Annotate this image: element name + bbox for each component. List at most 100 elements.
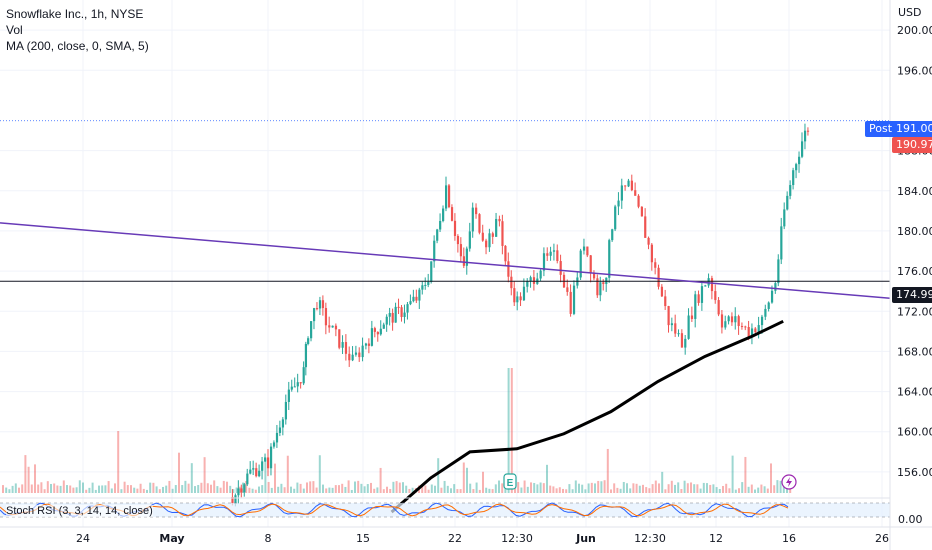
volume-bar bbox=[123, 481, 126, 493]
volume-bar bbox=[472, 489, 475, 493]
candle-body bbox=[237, 488, 240, 496]
candle-body bbox=[717, 300, 720, 315]
y-tick-label: 184.00 bbox=[897, 185, 932, 198]
candle-body bbox=[586, 246, 589, 256]
volume-bar bbox=[680, 489, 683, 493]
volume-bar bbox=[642, 484, 644, 493]
candle-body bbox=[647, 237, 650, 245]
volume-bar bbox=[373, 488, 376, 493]
candle-body bbox=[786, 195, 789, 210]
candle-body bbox=[546, 253, 549, 256]
volume-bar bbox=[571, 489, 574, 493]
volume-bar bbox=[341, 483, 344, 493]
volume-bar bbox=[155, 486, 158, 493]
candle-body bbox=[657, 267, 660, 287]
candle-body bbox=[231, 497, 234, 504]
volume-bar bbox=[565, 489, 568, 493]
volume-bar bbox=[450, 488, 452, 493]
candle-body bbox=[640, 206, 643, 217]
candle-body bbox=[367, 343, 371, 346]
volume-bar bbox=[181, 485, 184, 493]
volume-bar bbox=[562, 488, 564, 493]
candle-body bbox=[795, 164, 798, 171]
volume-bar bbox=[664, 489, 667, 493]
candle-body bbox=[415, 296, 418, 301]
volume-bar bbox=[328, 487, 331, 493]
stoch-rsi-legend[interactable]: Stoch RSI (3, 3, 14, 14, close) bbox=[6, 505, 153, 517]
legend-vol[interactable]: Vol bbox=[6, 23, 23, 37]
volume-bar bbox=[734, 489, 737, 493]
volume-bar bbox=[590, 482, 593, 493]
volume-bar bbox=[238, 486, 241, 493]
volume-bar bbox=[258, 486, 260, 493]
candle-body bbox=[674, 323, 677, 334]
candle-body bbox=[697, 294, 700, 303]
volume-bar bbox=[478, 489, 481, 493]
volume-bar bbox=[315, 487, 318, 493]
volume-bar bbox=[200, 482, 203, 493]
volume-bar bbox=[718, 489, 721, 493]
overlay-lines: E bbox=[0, 120, 891, 514]
candle-body bbox=[798, 156, 801, 165]
volume-bar bbox=[779, 480, 782, 493]
candle-body bbox=[364, 343, 368, 346]
candle-body bbox=[491, 233, 494, 237]
volume-bar bbox=[712, 484, 715, 493]
volume-bar bbox=[411, 487, 414, 493]
candle-body bbox=[720, 314, 724, 328]
volume-bar bbox=[485, 487, 488, 493]
candle-body bbox=[687, 315, 690, 339]
candle-body bbox=[734, 316, 737, 323]
candle-body bbox=[272, 442, 276, 447]
legend-ma[interactable]: MA (200, close, 0, SMA, 5) bbox=[6, 39, 149, 53]
x-tick-label: 12 bbox=[709, 532, 723, 545]
volume-bar bbox=[222, 480, 225, 493]
volume-bar bbox=[405, 485, 408, 493]
candle-body bbox=[424, 284, 427, 286]
candle-body bbox=[764, 308, 767, 317]
volume-bar bbox=[174, 485, 177, 493]
volume-bar bbox=[658, 483, 660, 493]
candle-body bbox=[690, 315, 694, 319]
volume-bar bbox=[437, 458, 440, 493]
volume-bar bbox=[270, 487, 273, 493]
y-tick-label: 164.00 bbox=[897, 386, 932, 399]
volume-bar bbox=[533, 482, 536, 493]
volume-bar bbox=[264, 458, 267, 493]
candle-body bbox=[599, 282, 602, 296]
currency-label: USD bbox=[898, 6, 922, 19]
volume-bar bbox=[610, 489, 612, 493]
volume-bar bbox=[674, 484, 676, 493]
candle-body bbox=[677, 333, 680, 335]
volume-bar bbox=[757, 487, 760, 493]
y-tick-label: 156.00 bbox=[897, 466, 932, 479]
volume-bar bbox=[309, 481, 312, 493]
lightning-icon bbox=[786, 477, 792, 487]
candle-body bbox=[614, 206, 617, 230]
candle-body bbox=[684, 338, 687, 348]
volume-bar bbox=[584, 489, 587, 493]
candle-body bbox=[243, 484, 246, 493]
volume-bar bbox=[578, 483, 580, 493]
candle-body bbox=[341, 342, 344, 348]
volume-bar bbox=[670, 480, 673, 493]
volume-bar bbox=[629, 488, 632, 493]
volume-bar bbox=[338, 485, 340, 493]
candle-body bbox=[264, 457, 267, 462]
candle-body bbox=[757, 325, 760, 333]
volume-bar bbox=[43, 489, 46, 493]
candle-body bbox=[442, 208, 445, 222]
candle-body bbox=[700, 286, 704, 303]
candle-body bbox=[680, 333, 684, 348]
volume-bar bbox=[530, 482, 532, 493]
legend-symbol[interactable]: Snowflake Inc., 1h, NYSE bbox=[6, 7, 144, 21]
volume-bar bbox=[613, 483, 616, 493]
volume-bar bbox=[197, 484, 200, 493]
candle-body bbox=[450, 207, 454, 221]
candle-body bbox=[770, 290, 774, 303]
volume-bars bbox=[2, 368, 792, 493]
volume-bar bbox=[731, 455, 734, 493]
volume-bar bbox=[725, 483, 728, 493]
candle-body bbox=[351, 354, 354, 361]
